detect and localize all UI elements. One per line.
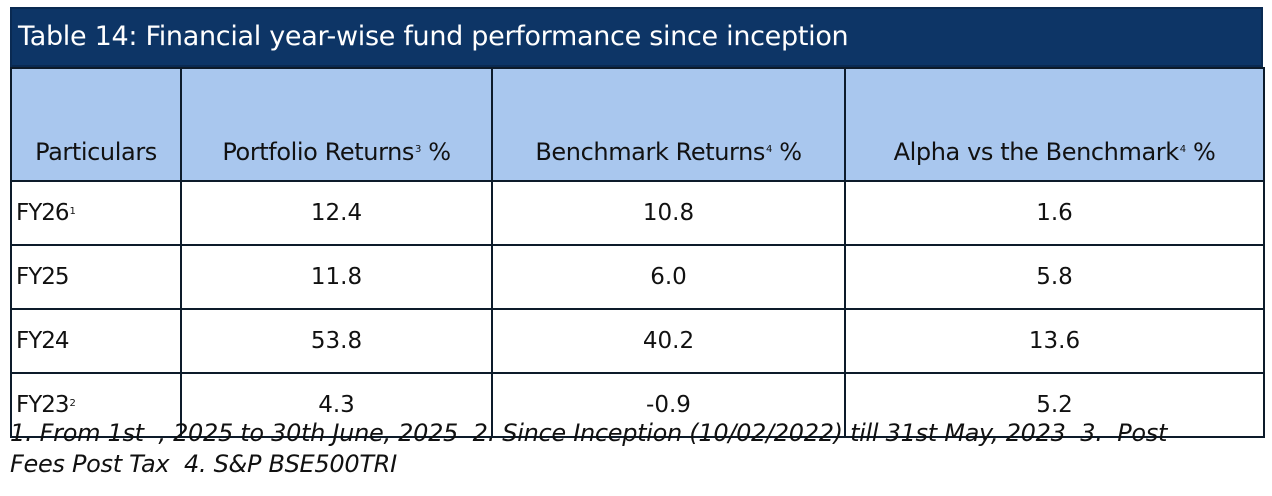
table-row: FY261 12.4 10.8 1.6 bbox=[10, 180, 1265, 246]
portfolio-return-cell: 53.8 bbox=[180, 308, 493, 374]
alpha-cell: 5.2 bbox=[844, 372, 1265, 438]
table-row: FY232 4.3 -0.9 5.2 bbox=[10, 372, 1265, 438]
portfolio-return-cell: 12.4 bbox=[180, 180, 493, 246]
row-label: FY24 bbox=[10, 308, 182, 374]
footnote-line-2: Fees Post Tax 4. S&P BSE500TRI bbox=[10, 450, 397, 478]
benchmark-return-cell: 10.8 bbox=[491, 180, 846, 246]
header-portfolio-returns: Portfolio Returns3 % bbox=[180, 67, 493, 182]
header-row: Particulars Portfolio Returns3 % Benchma… bbox=[10, 67, 1265, 182]
alpha-cell: 5.8 bbox=[844, 244, 1265, 310]
alpha-cell: 13.6 bbox=[844, 308, 1265, 374]
footnote-line-1: 1. From 1st , 2025 to 30th June, 2025 2.… bbox=[10, 419, 1168, 447]
row-label: FY232 bbox=[10, 372, 182, 438]
portfolio-return-cell: 11.8 bbox=[180, 244, 493, 310]
alpha-cell: 1.6 bbox=[844, 180, 1265, 246]
table-row: FY24 53.8 40.2 13.6 bbox=[10, 308, 1265, 374]
row-label: FY25 bbox=[10, 244, 182, 310]
footnote: 1. From 1st , 2025 to 30th June, 2025 2.… bbox=[10, 418, 1265, 480]
row-label: FY261 bbox=[10, 180, 182, 246]
benchmark-return-cell: -0.9 bbox=[491, 372, 846, 438]
header-particulars: Particulars bbox=[10, 67, 182, 182]
portfolio-return-cell: 4.3 bbox=[180, 372, 493, 438]
table-title: Table 14: Financial year-wise fund perfo… bbox=[10, 7, 1263, 67]
table-row: FY25 11.8 6.0 5.8 bbox=[10, 244, 1265, 310]
benchmark-return-cell: 6.0 bbox=[491, 244, 846, 310]
header-alpha: Alpha vs the Benchmark4 % bbox=[844, 67, 1265, 182]
fund-performance-table: Particulars Portfolio Returns3 % Benchma… bbox=[10, 67, 1265, 438]
benchmark-return-cell: 40.2 bbox=[491, 308, 846, 374]
header-benchmark-returns: Benchmark Returns4 % bbox=[491, 67, 846, 182]
